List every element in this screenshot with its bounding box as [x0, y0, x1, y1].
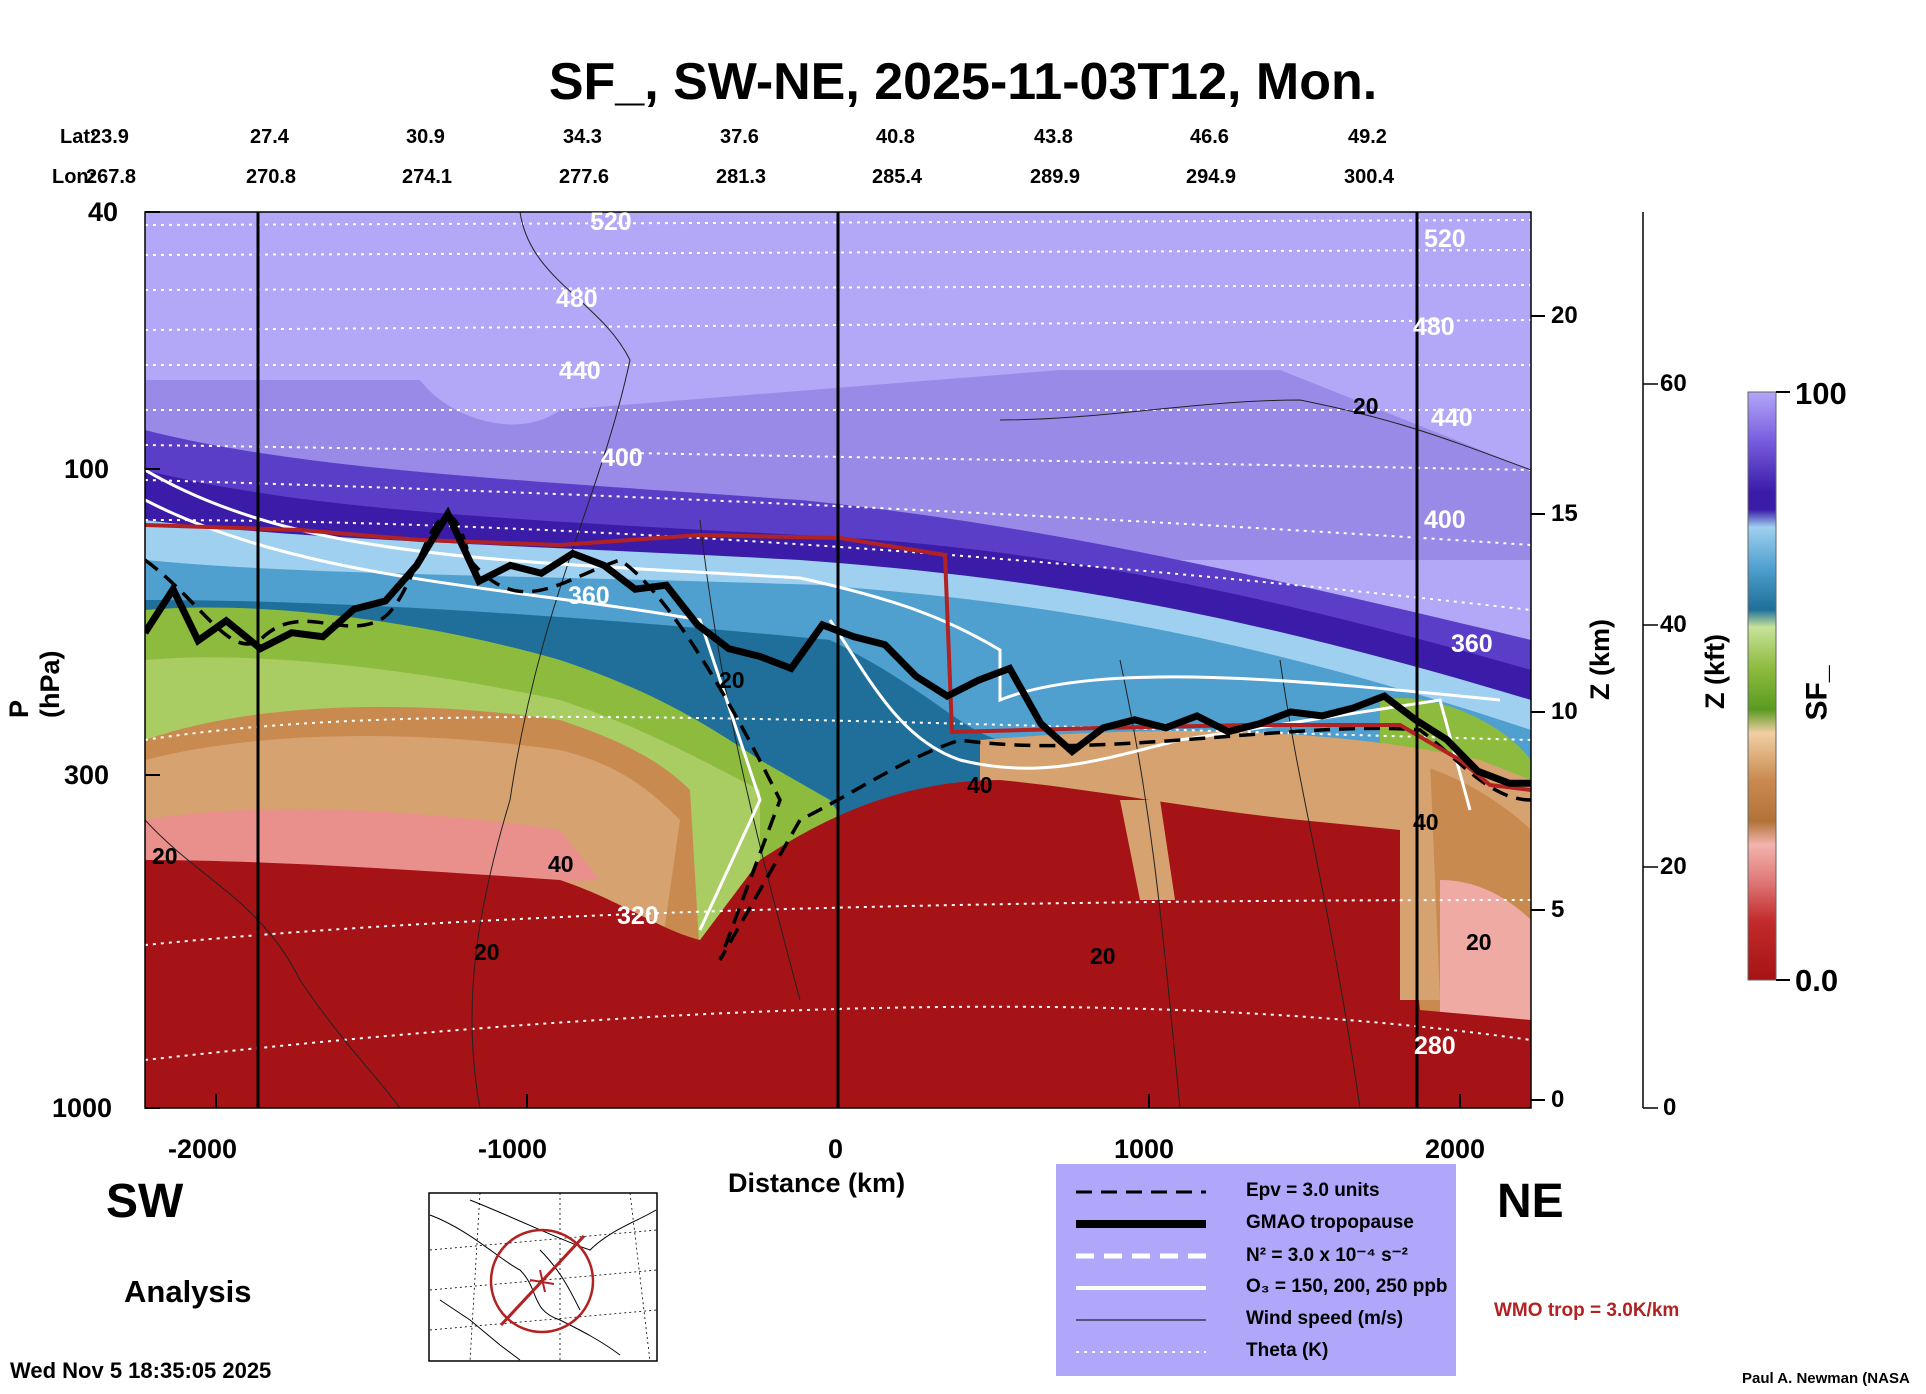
epv-contour [145, 514, 1531, 961]
lon-value: 300.4 [1344, 166, 1395, 188]
lon-value: 281.3 [716, 166, 767, 188]
svg-text:280: 280 [1414, 1032, 1456, 1060]
wmo-tropopause-line [145, 523, 1531, 792]
legend-item-ozone: O₃ = 150, 200, 250 ppb [1076, 1276, 1448, 1297]
lat-value: 40.8 [876, 126, 915, 148]
legend-item-tropopause: GMAO tropopause [1076, 1212, 1414, 1233]
z-km-tick: 20 [1551, 302, 1578, 329]
lon-value: 274.1 [402, 166, 453, 188]
y-tick: 300 [64, 760, 110, 790]
vertical-reference-lines [256, 212, 1419, 1108]
sw-label: SW [106, 1175, 184, 1228]
chart-title: SF_, SW-NE, 2025-11-03T12, Mon. [548, 53, 1378, 111]
svg-text:520: 520 [590, 208, 632, 236]
svg-text:20: 20 [474, 939, 500, 965]
legend-item-wind: Wind speed (m/s) [1076, 1308, 1404, 1329]
lat-value: 43.8 [1034, 126, 1073, 148]
svg-text:480: 480 [1413, 313, 1455, 341]
lat-value: 30.9 [406, 126, 445, 148]
svg-text:20: 20 [719, 667, 745, 693]
lat-value: 23.9 [90, 126, 129, 148]
x-tick: -2000 [168, 1134, 238, 1164]
svg-text:40: 40 [1413, 809, 1439, 835]
svg-text:20: 20 [1353, 393, 1379, 419]
z-km-tick: 5 [1551, 896, 1565, 923]
svg-text:20: 20 [1090, 943, 1116, 969]
lon-value: 289.9 [1030, 166, 1081, 188]
svg-text:400: 400 [1424, 506, 1466, 534]
svg-text:360: 360 [1451, 630, 1493, 658]
ozone-contours [145, 468, 1501, 931]
y-tick: 1000 [52, 1093, 113, 1123]
svg-text:400: 400 [601, 444, 643, 472]
ne-label: NE [1497, 1175, 1564, 1228]
legend-item-theta: Theta (K) [1076, 1340, 1329, 1361]
colorbar-max: 100 [1795, 376, 1847, 411]
colorbar-label: SF_ [1800, 665, 1834, 721]
lon-value: 294.9 [1186, 166, 1237, 188]
z-kft-tick: 40 [1660, 611, 1687, 638]
x-tick: 2000 [1425, 1134, 1486, 1164]
wind-labels: 20 20 20 40 20 20 40 40 20 [152, 393, 1492, 969]
svg-text:40: 40 [967, 772, 993, 798]
x-tick: -1000 [478, 1134, 548, 1164]
z-km-tick: 15 [1551, 500, 1578, 527]
z-km-axis [1531, 315, 1545, 1101]
svg-text:40: 40 [548, 851, 574, 877]
credit: Paul A. Newman (NASA [1742, 1370, 1910, 1387]
z-km-tick: 0 [1551, 1086, 1565, 1113]
wmo-tropopause-note: WMO trop = 3.0K/km [1494, 1300, 1680, 1321]
svg-text:320: 320 [617, 902, 659, 930]
svg-text:360: 360 [568, 582, 610, 610]
analysis-label: Analysis [124, 1274, 252, 1309]
lat-value: 49.2 [1348, 126, 1387, 148]
y-tick: 40 [88, 197, 119, 227]
z-km-tick: 10 [1551, 698, 1578, 725]
x-axis-ticks [215, 1094, 1461, 1108]
inset-map [428, 1192, 658, 1362]
lat-value: 46.6 [1190, 126, 1229, 148]
lat-value: 37.6 [720, 126, 759, 148]
y-tick: 100 [64, 454, 110, 484]
timestamp: Wed Nov 5 18:35:05 2025 [10, 1358, 272, 1383]
z-kft-axis [1642, 212, 1658, 1109]
x-tick: 0 [828, 1134, 844, 1164]
z-kft-tick: 20 [1660, 853, 1687, 880]
lon-value: 277.6 [559, 166, 610, 188]
colorbar [1747, 391, 1777, 981]
lat-value: 27.4 [250, 126, 289, 148]
z-kft-tick: 0 [1663, 1094, 1677, 1121]
z-kft-tick: 60 [1660, 370, 1687, 397]
svg-text:440: 440 [1431, 404, 1473, 432]
z-km-label: Z (km) [1585, 619, 1615, 700]
legend-item-n2: N² = 3.0 x 10⁻⁴ s⁻² [1076, 1245, 1409, 1266]
svg-text:480: 480 [556, 285, 598, 313]
lon-value: 270.8 [246, 166, 297, 188]
z-kft-label: Z (kft) [1699, 634, 1730, 709]
legend-item-epv: Epv = 3.0 units [1076, 1180, 1380, 1201]
lon-label: Lon: [52, 166, 96, 188]
left-axis [145, 211, 160, 1109]
theta-labels: 520 480 440 400 360 320 520 480 440 400 … [556, 208, 1493, 1060]
lon-value: 285.4 [872, 166, 923, 188]
svg-text:20: 20 [152, 843, 178, 869]
legend: Epv = 3.0 units GMAO tropopause N² = 3.0… [1056, 1164, 1456, 1376]
lat-label: Lat: [60, 126, 97, 148]
svg-text:520: 520 [1424, 225, 1466, 253]
x-axis-label: Distance (km) [728, 1168, 906, 1198]
colorbar-min: 0.0 [1795, 963, 1839, 998]
y-axis-label: P (hPa) [4, 650, 65, 719]
lon-value: 267.8 [86, 166, 137, 188]
svg-text:440: 440 [559, 357, 601, 385]
lat-value: 34.3 [563, 126, 602, 148]
x-tick: 1000 [1114, 1134, 1175, 1164]
svg-text:20: 20 [1466, 929, 1492, 955]
